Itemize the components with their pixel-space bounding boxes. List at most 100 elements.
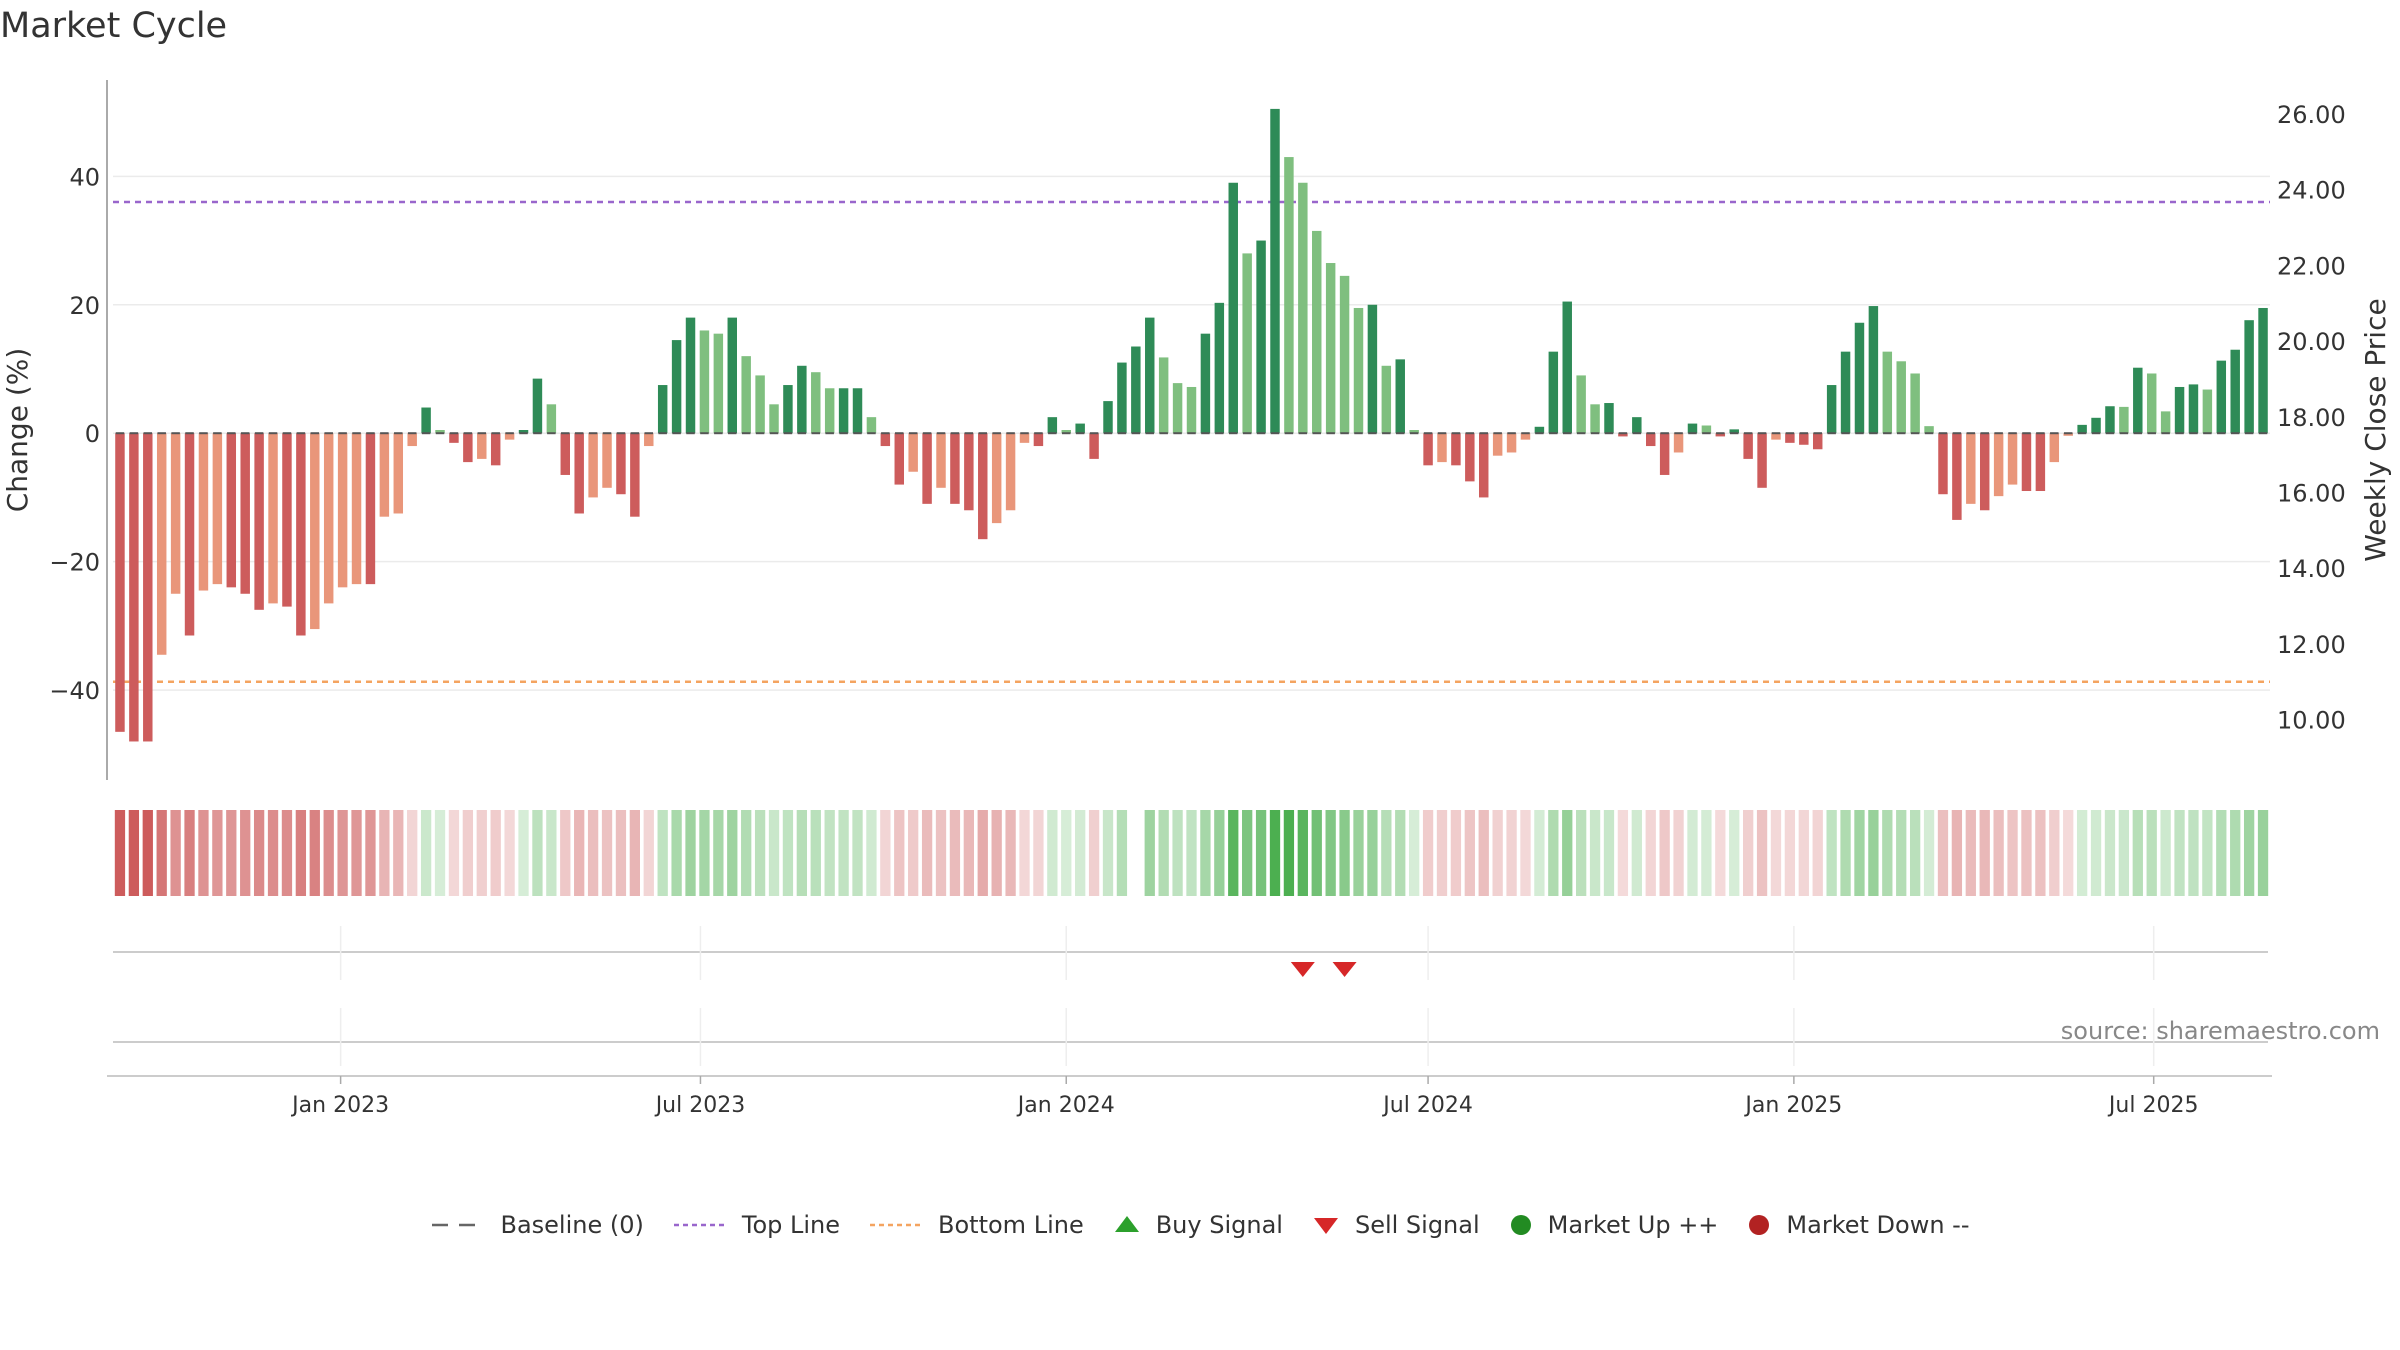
change-bar <box>393 433 404 514</box>
change-bar <box>1618 433 1628 437</box>
change-bar <box>1952 433 1962 520</box>
regime-cell <box>1784 810 1796 896</box>
regime-cell <box>198 810 209 896</box>
change-bar <box>1367 304 1378 434</box>
regime-cell <box>1283 810 1295 896</box>
change-bar <box>2077 424 2087 434</box>
change-bar <box>1117 362 1127 434</box>
change-bar <box>1826 385 1837 434</box>
change-bar <box>1479 433 1489 498</box>
regime-cell <box>1896 810 1907 896</box>
regime-cell <box>2146 810 2157 896</box>
change-bar <box>755 375 765 434</box>
change-bar <box>1799 433 1809 445</box>
change-bar <box>991 433 1002 524</box>
legend-item-bottom-line: Bottom Line <box>868 1211 1084 1239</box>
regime-cell <box>1576 810 1587 896</box>
regime-cell <box>991 810 1002 896</box>
regime-cell <box>1464 810 1475 896</box>
change-bar <box>504 433 515 440</box>
change-bar <box>310 433 320 630</box>
change-bar <box>1131 346 1141 434</box>
x-axis-ticks: Jan 2023 Jul 2023 Jan 2024 Jul 2024 Jan 2025… <box>290 1076 2198 1118</box>
regime-cell <box>114 810 126 896</box>
change-bar <box>477 433 487 459</box>
change-bar <box>170 433 181 594</box>
regime-cell <box>1673 810 1684 896</box>
change-bar <box>1562 301 1572 434</box>
change-bar <box>282 433 292 607</box>
regime-cell <box>1214 810 1225 896</box>
triangle-down-icon <box>1313 1218 1338 1234</box>
change-bar <box>435 430 445 434</box>
change-bar <box>1673 433 1684 453</box>
change-bar <box>463 433 473 463</box>
legend-label-market-up: Market Up ++ <box>1547 1211 1719 1239</box>
change-bar <box>2160 411 2171 434</box>
regime-cell <box>1242 810 1253 896</box>
change-bar <box>2105 406 2115 434</box>
regime-cell <box>1951 810 1963 896</box>
legend-item-top-line: Top Line <box>672 1211 840 1239</box>
regime-cell <box>518 810 529 896</box>
regime-cell <box>1631 810 1642 896</box>
change-bar <box>574 433 584 514</box>
y2-axis-label: Weekly Close Price <box>2359 298 2392 561</box>
regime-cell <box>379 810 390 896</box>
market-cycle-chart: −40 −20 0 20 40 10.00 12.00 14.00 16.00 18.00 20.… <box>1 80 2392 1118</box>
change-bar <box>1353 307 1364 434</box>
regime-cell <box>2132 810 2143 896</box>
change-bar <box>1437 433 1447 463</box>
change-bar <box>783 385 793 434</box>
legend-label-sell-signal: Sell Signal <box>1354 1211 1480 1239</box>
change-bar <box>1604 403 1614 434</box>
regime-cell <box>1144 810 1155 896</box>
x-tick-label: Jan 2024 <box>1016 1093 1115 1118</box>
y2-tick-label: 14.00 <box>2277 555 2346 583</box>
regime-cell <box>824 810 835 896</box>
change-bar <box>379 433 390 517</box>
regime-cell <box>741 810 752 896</box>
change-bar <box>1966 433 1976 504</box>
change-bar <box>1228 182 1238 434</box>
regime-cell <box>2104 810 2116 896</box>
regime-cell <box>490 810 501 896</box>
regime-cell <box>963 810 974 896</box>
regime-cell <box>587 810 599 896</box>
change-bar <box>1047 417 1058 434</box>
regime-cell <box>1840 810 1851 896</box>
change-bar <box>337 433 348 588</box>
regime-cell <box>629 810 641 896</box>
regime-cell <box>365 810 376 896</box>
change-bar <box>685 317 696 434</box>
change-bar <box>811 372 821 434</box>
regime-cell <box>504 810 515 896</box>
change-bar <box>1687 423 1698 434</box>
change-bar <box>838 388 849 434</box>
x-tick-label: Jan 2025 <box>1743 1093 1842 1118</box>
change-bar <box>1033 433 1044 447</box>
change-bar <box>1451 433 1461 466</box>
change-bar <box>852 388 863 434</box>
change-bar <box>2007 433 2018 485</box>
regime-cell <box>560 810 571 896</box>
change-bar <box>880 433 891 447</box>
regime-cell <box>671 810 682 896</box>
regime-cell <box>323 810 334 896</box>
change-bar <box>1256 240 1266 434</box>
change-bar <box>769 404 779 434</box>
regime-cell <box>281 810 293 896</box>
change-bar <box>2133 367 2143 434</box>
regime-cell <box>1812 810 1823 896</box>
regime-cell <box>1548 810 1559 896</box>
sell-signal-marker <box>1290 962 1315 977</box>
regime-cell <box>977 810 988 896</box>
regime-cell <box>810 810 821 896</box>
chart-title: Market Cycle <box>0 6 228 46</box>
change-bar <box>1632 417 1642 434</box>
change-bar <box>1395 359 1405 434</box>
y2-tick-label: 22.00 <box>2277 252 2346 280</box>
change-bar <box>1534 426 1545 434</box>
change-bar <box>421 407 431 434</box>
regime-cell <box>2160 810 2171 896</box>
